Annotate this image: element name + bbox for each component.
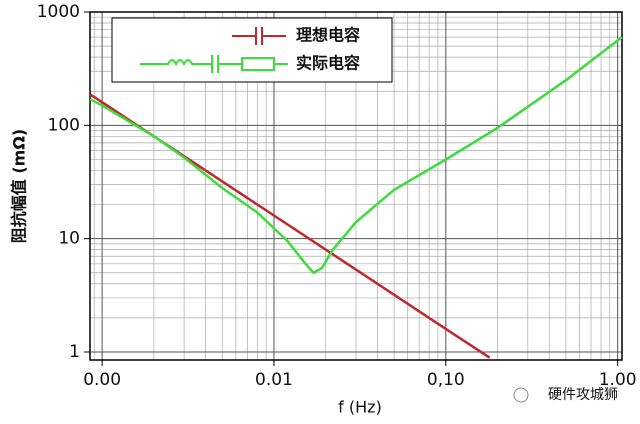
x-tick-label: 0.01 [255, 370, 293, 390]
x-tick-label: 0.00 [83, 370, 121, 390]
y-tick-label: 10 [58, 229, 80, 249]
y-tick-label: 1000 [37, 2, 80, 22]
watermark-icon [513, 387, 529, 403]
legend-label: 实际电容 [296, 54, 360, 73]
legend-label: 理想电容 [296, 26, 360, 45]
series-line [89, 36, 623, 275]
legend-box [111, 17, 393, 83]
x-tick-label: 0,10 [427, 370, 465, 390]
x-tick-label: 1.00 [599, 370, 637, 390]
legend-symbol [140, 55, 288, 73]
y-tick-label: 100 [48, 115, 80, 135]
x-axis-label: f (Hz) [338, 398, 382, 417]
series-line [89, 93, 491, 359]
y-axis-label: 阻抗幅值 (mΩ) [10, 129, 29, 243]
legend-symbol [241, 57, 275, 71]
y-tick-label: 1 [69, 342, 80, 362]
plot-frame [89, 11, 623, 361]
watermark: 硬件攻城狮 [548, 387, 618, 403]
